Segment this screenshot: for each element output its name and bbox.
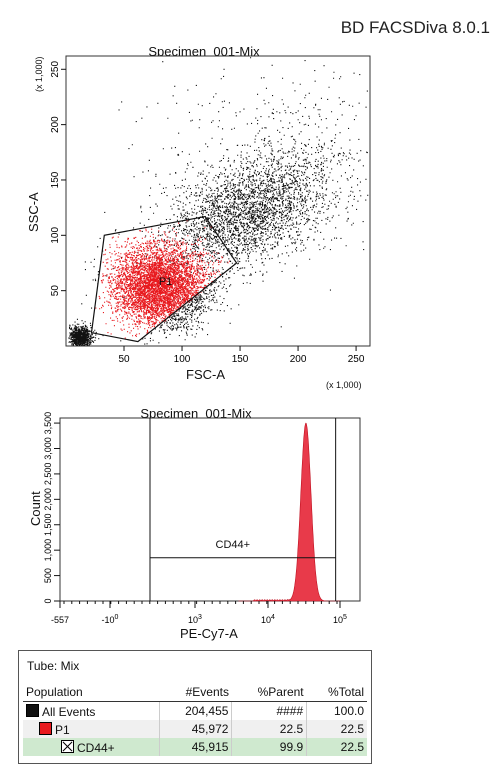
population-name: CD44+ <box>77 740 115 755</box>
y-tick-label: 500 <box>43 568 53 583</box>
gate-p1-label: P1 <box>159 276 172 288</box>
y-tick-label: 2,000 <box>43 488 53 511</box>
histogram-y-label: Count <box>28 491 43 526</box>
scatter-ticks: 50 100 150 200 250 50 100 150 200 250 <box>50 61 365 365</box>
scatter-x-label: FSC-A <box>186 367 225 382</box>
x-tick-label: 200 <box>290 354 307 365</box>
app-title: BD FACSDiva 8.0.1 <box>340 18 490 37</box>
tube-info: Tube: Mix <box>27 659 79 673</box>
black-swatch-icon <box>26 703 39 717</box>
gate-cd44-label: CD44+ <box>216 539 251 551</box>
population-name: All Events <box>42 704 96 719</box>
y-tick-label: 3,000 <box>43 437 53 460</box>
population-table: Population #Events %Parent %Total All Ev… <box>23 683 367 756</box>
y-tick-label: 2,500 <box>43 463 53 486</box>
gate-p1[interactable] <box>90 215 238 343</box>
events-cell: 45,915 <box>159 738 232 756</box>
scatter-title: Specimen_001-Mix <box>148 44 260 59</box>
x-tick-label: -100 <box>102 614 119 625</box>
histogram-plot[interactable]: CD44+ -557 -100 103 104 105 0 500 1,000 1,500 2,0… <box>43 412 361 625</box>
x-tick-label: 250 <box>348 354 365 365</box>
scatter-y-label: SSC-A <box>26 192 41 232</box>
scatter-plot[interactable]: P1 50 100 150 200 250 50 100 150 200 250 <box>50 55 371 365</box>
header-total: %Total <box>306 683 367 702</box>
histogram-ticks: -557 -100 103 104 105 0 500 1,000 1,500 2,000 2,50… <box>43 412 347 625</box>
population-cell: P1 <box>23 720 160 738</box>
header-events: #Events <box>159 683 232 702</box>
gate-cd44[interactable] <box>149 418 337 601</box>
x-tick-label: 103 <box>188 614 202 625</box>
y-tick-label: 1,500 <box>43 513 53 536</box>
population-name: P1 <box>55 722 70 737</box>
events-in-gate-p1 <box>95 220 230 339</box>
histogram-peak <box>238 422 340 602</box>
parent-cell: #### <box>231 701 307 720</box>
scatter-x-multiplier: (x 1,000) <box>326 380 362 390</box>
y-tick-label: 0 <box>43 598 53 603</box>
parent-cell: 99.9 <box>231 738 307 756</box>
table-row[interactable]: All Events 204,455 #### 100.0 <box>23 701 367 721</box>
population-cell: All Events <box>23 702 160 721</box>
y-tick-label: 3,500 <box>43 412 53 435</box>
x-tick-label: 104 <box>261 614 275 625</box>
total-cell: 22.5 <box>306 738 367 756</box>
table-row[interactable]: CD44+ 45,915 99.9 22.5 <box>23 738 367 756</box>
x-tick-label: 50 <box>118 354 130 365</box>
events-cell: 45,972 <box>159 720 232 738</box>
y-tick-label: 1,000 <box>43 539 53 562</box>
y-tick-label: 200 <box>50 116 61 133</box>
table-header: Population #Events %Parent %Total <box>23 683 367 702</box>
header-population: Population <box>23 683 160 702</box>
red-swatch-icon <box>39 721 52 735</box>
population-cell: CD44+ <box>23 738 160 756</box>
header-parent: %Parent <box>231 683 307 702</box>
y-tick-label: 150 <box>50 171 61 188</box>
scatter-y-multiplier: (x 1,000) <box>34 56 44 92</box>
table-row[interactable]: P1 45,972 22.5 22.5 <box>23 720 367 738</box>
x-tick-label: 150 <box>232 354 249 365</box>
parent-cell: 22.5 <box>231 720 307 738</box>
tube-label: Tube: <box>27 659 58 673</box>
x-tick-label: 100 <box>174 354 191 365</box>
crossed-box-icon <box>61 739 74 753</box>
y-tick-label: 50 <box>50 285 61 297</box>
histogram-x-label: PE-Cy7-A <box>180 626 238 641</box>
y-tick-label: 100 <box>50 227 61 244</box>
scatter-events <box>68 57 369 346</box>
statistics-panel: Tube: Mix Population #Events %Parent %To… <box>18 650 372 764</box>
scatter-frame <box>65 55 371 347</box>
total-cell: 100.0 <box>306 701 367 720</box>
total-cell: 22.5 <box>306 720 367 738</box>
x-tick-label: -557 <box>51 615 69 625</box>
histogram-title: Specimen_001-Mix <box>140 406 252 421</box>
tube-value: Mix <box>60 659 80 673</box>
x-tick-label: 105 <box>333 614 347 625</box>
y-tick-label: 250 <box>50 61 61 78</box>
events-cell: 204,455 <box>159 701 232 720</box>
